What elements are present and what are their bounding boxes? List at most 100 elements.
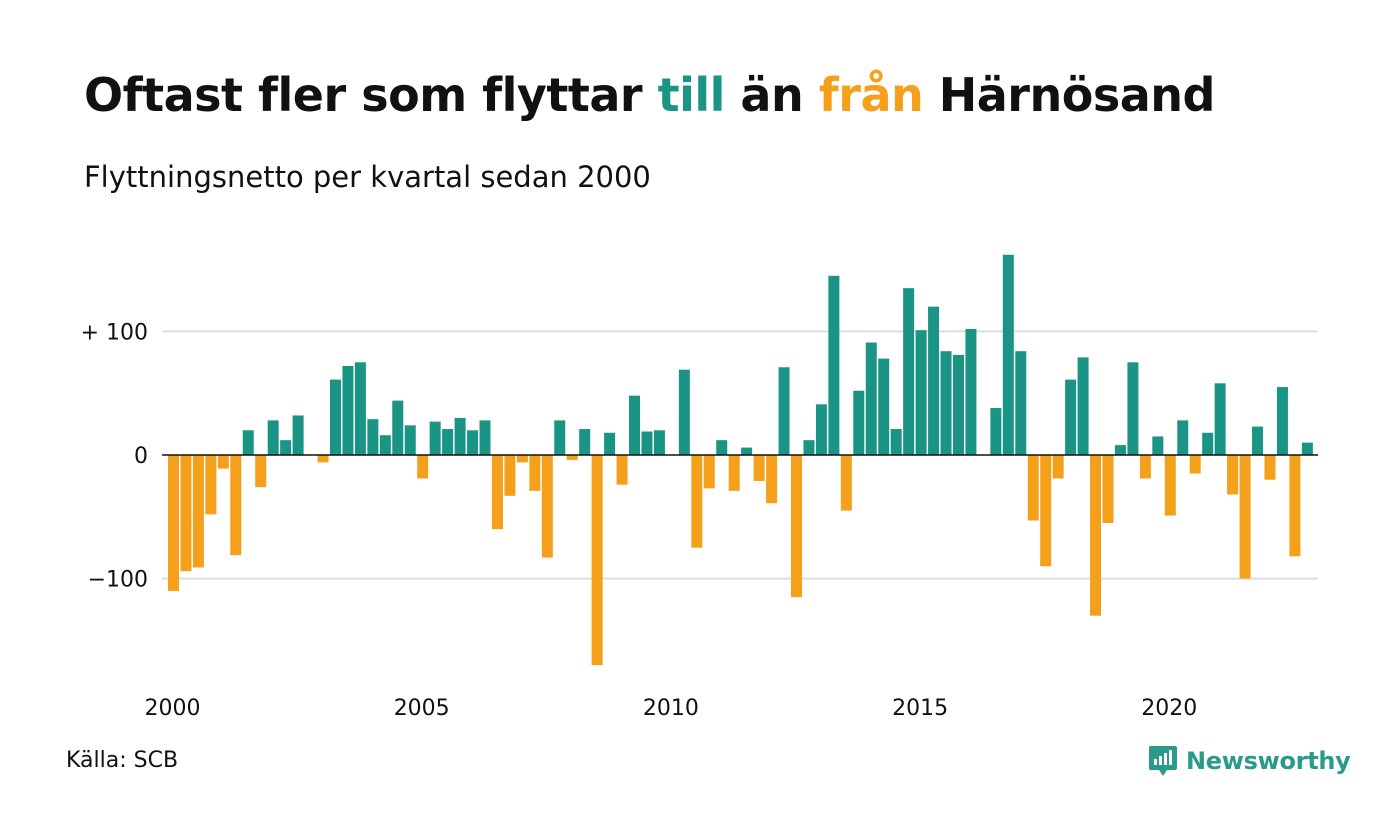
x-tick-label: 2015 [892,696,948,721]
bar [915,330,927,455]
bar [1065,379,1077,455]
bar [1202,432,1214,455]
bar [242,430,254,455]
bar [641,431,653,455]
source-note: Källa: SCB [66,748,179,773]
bar [491,455,503,530]
bar [828,275,840,455]
bars [168,254,1313,666]
bar [417,455,429,479]
y-tick-label: −100 [88,568,148,593]
bar [766,455,778,504]
bar [579,429,591,455]
bar [329,379,341,455]
bar [865,342,877,455]
newsworthy-logo-icon [1149,746,1177,776]
bar [1114,445,1126,455]
chart-subtitle: Flyttningsnetto per kvartal sedan 2000 [84,160,651,194]
bar [566,455,578,460]
bar [1040,455,1052,567]
bar [217,455,229,469]
bar [890,429,902,455]
title-text-3: än [724,68,819,122]
brand-name: Newsworthy [1186,747,1351,775]
bar [1152,436,1164,455]
bar [1177,420,1189,455]
bar [903,288,915,455]
bar [1090,455,1102,616]
bar [940,351,952,455]
bar [292,415,304,455]
bar [1289,455,1301,557]
bar [267,420,279,455]
bar [1239,455,1251,579]
newsworthy-logo: Newsworthy [1148,744,1351,778]
bar [678,369,690,455]
grid-lines [162,330,1318,580]
bar [604,432,616,455]
bar [1276,387,1288,455]
bar [342,366,354,455]
bar [952,354,964,455]
bar [741,447,753,455]
bar [928,306,940,455]
y-tick-label: 0 [134,444,148,469]
bar [442,429,454,455]
bar [1214,383,1226,455]
y-tick-label: + 100 [81,320,148,345]
x-tick-labels: 2000 2005 2010 2015 2020 [145,696,1198,721]
bar [691,455,703,548]
bar [1052,455,1064,479]
title-word-fran: från [818,68,924,122]
bar [379,435,391,455]
bar [1252,426,1264,455]
bar [1264,455,1276,480]
bar [1077,357,1089,455]
bar [778,367,790,455]
bar [1301,442,1313,455]
bar [1015,351,1027,455]
bar [529,455,541,491]
bar [429,421,441,455]
bar [280,440,292,455]
y-tick-labels: + 100 0 −100 [81,320,148,592]
bar [815,404,827,455]
bar [878,358,890,455]
bar [1102,455,1114,523]
bar [803,440,815,455]
bar [1227,455,1239,495]
bar [616,455,628,485]
x-tick-label: 2005 [394,696,450,721]
bar [753,455,765,481]
bar [504,455,516,496]
title-text-5: Härnösand [923,68,1216,122]
bar [853,390,865,455]
title-word-till: till [657,68,726,122]
bar [840,455,852,511]
bar [367,419,379,455]
x-tick-label: 2020 [1141,696,1197,721]
bar [629,395,641,455]
bar [180,455,192,572]
bar [454,417,466,455]
bar [230,455,242,556]
x-tick-label: 2010 [643,696,699,721]
bar [1189,455,1201,474]
bar [990,408,1002,455]
bar [965,328,977,455]
chart-title: Oftast fler som flyttar till än från Här… [84,68,1215,122]
bar [591,455,603,666]
title-text-1: Oftast fler som flyttar [84,68,658,122]
bar [703,455,715,489]
bar [653,430,665,455]
bar [541,455,553,558]
bar [1139,455,1151,479]
bar [716,440,728,455]
bar [317,455,329,463]
bar [1027,455,1039,521]
bar [192,455,204,568]
bar [1164,455,1176,516]
bar [1127,362,1139,455]
bar [1002,254,1014,455]
